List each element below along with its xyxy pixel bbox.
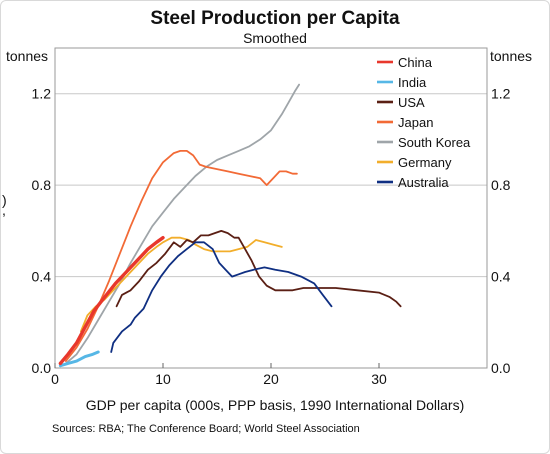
legend-label-usa: USA <box>398 95 425 110</box>
x-tick-3: 30 <box>371 371 387 387</box>
y-ticks-left: 0.0 0.4 0.8 1.2 <box>32 86 52 376</box>
y-tick-right-0: 0.0 <box>491 360 511 376</box>
x-tick-0: 0 <box>51 371 59 387</box>
y-tick-left-2: 0.8 <box>32 177 52 193</box>
y-unit-right: tonnes <box>490 48 532 64</box>
y-unit-left: tonnes <box>6 48 48 64</box>
legend-label-germany: Germany <box>398 155 452 170</box>
y-tick-right-1: 0.4 <box>491 269 511 285</box>
legend-label-china: China <box>398 55 433 70</box>
legend-label-south-korea: South Korea <box>398 135 471 150</box>
x-axis-label: GDP per capita (000s, PPP basis, 1990 In… <box>86 397 464 413</box>
legend-label-australia: Australia <box>398 175 449 190</box>
y-tick-right-3: 1.2 <box>491 86 511 102</box>
series-line-japan <box>66 151 297 361</box>
legend-label-india: India <box>398 75 427 90</box>
x-ticks: 0 10 20 30 <box>51 363 387 387</box>
chart-title: Steel Production per Capita <box>150 8 400 29</box>
source-note: Sources: RBA; The Conference Board; Worl… <box>52 423 360 435</box>
x-tick-2: 20 <box>263 371 279 387</box>
legend: China India USA Japan South Korea Germany Aust… <box>377 55 471 190</box>
chart-subtitle: Smoothed <box>243 30 307 46</box>
legend-label-japan: Japan <box>398 115 433 130</box>
y-tick-left-3: 1.2 <box>32 86 52 102</box>
series-line-germany <box>81 238 282 332</box>
y-tick-right-2: 0.8 <box>491 177 511 193</box>
series-line-south-korea <box>66 85 299 364</box>
y-ticks-right: 0.0 0.4 0.8 1.2 <box>491 86 511 376</box>
left-margin-stub-2: , <box>2 202 6 218</box>
y-tick-left-1: 0.4 <box>32 269 52 285</box>
series-lines <box>60 85 400 366</box>
y-tick-left-0: 0.0 <box>32 360 52 376</box>
x-tick-1: 10 <box>155 371 171 387</box>
